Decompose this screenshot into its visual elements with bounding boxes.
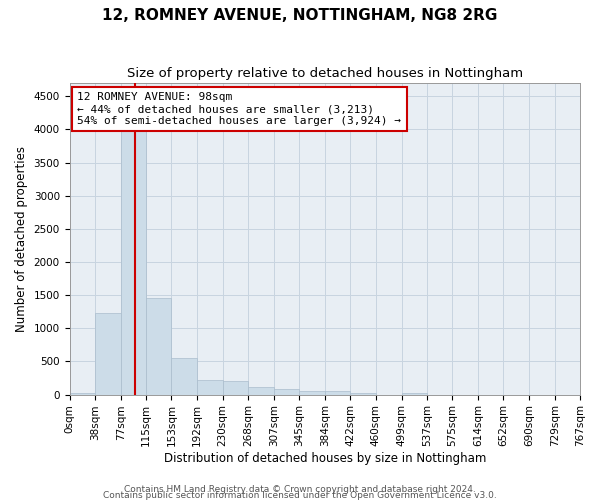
Y-axis label: Number of detached properties: Number of detached properties (15, 146, 28, 332)
Bar (299, 390, 325, 394)
Bar (350, 392, 376, 394)
Bar (248, 388, 274, 394)
Bar (121, 96, 146, 395)
Text: Contains public sector information licensed under the Open Government Licence v3: Contains public sector information licen… (103, 490, 497, 500)
Bar (95, 313, 121, 394)
Bar (274, 390, 299, 394)
Bar (146, 298, 172, 394)
X-axis label: Distribution of detached houses by size in Nottingham: Distribution of detached houses by size … (164, 452, 486, 465)
Bar (325, 392, 350, 394)
Bar (401, 392, 427, 394)
Text: 12, ROMNEY AVENUE, NOTTINGHAM, NG8 2RG: 12, ROMNEY AVENUE, NOTTINGHAM, NG8 2RG (103, 8, 497, 22)
Title: Size of property relative to detached houses in Nottingham: Size of property relative to detached ho… (127, 68, 523, 80)
Text: 12 ROMNEY AVENUE: 98sqm
← 44% of detached houses are smaller (3,213)
54% of semi: 12 ROMNEY AVENUE: 98sqm ← 44% of detache… (77, 92, 401, 126)
Text: Contains HM Land Registry data © Crown copyright and database right 2024.: Contains HM Land Registry data © Crown c… (124, 485, 476, 494)
Bar (197, 380, 223, 394)
Bar (172, 358, 197, 395)
Bar (223, 380, 248, 394)
